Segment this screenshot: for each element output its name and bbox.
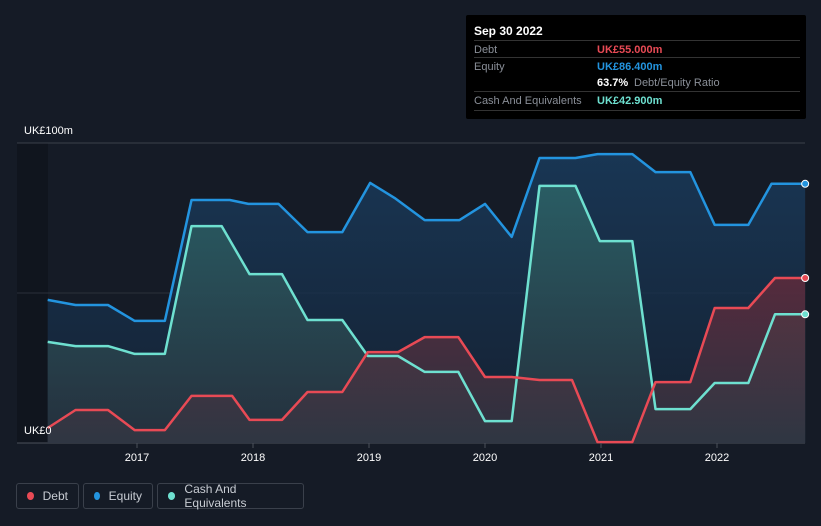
x-tick-label: 2017 [125,452,149,464]
y-axis-label-top: UK£100m [24,125,73,137]
series-end-marker [801,310,810,319]
cash-value: UK£42.900m [597,95,663,107]
legend-cash-label: Cash And Equivalents [184,482,247,510]
ratio-value: 63.7% [597,77,629,89]
series-area-debt [47,278,806,443]
tooltip-debt-row: Debt UK£55.000m [474,40,800,59]
ratio-label: Debt/Equity Ratio [634,77,720,89]
x-tick-label: 2019 [357,452,381,464]
debt-label: Debt [474,44,498,56]
legend-debt-label: Debt [42,489,68,503]
equity-dot-icon [94,492,100,500]
x-tick-label: 2022 [705,452,729,464]
cash-dot-icon [168,492,176,500]
y-axis-label-bottom: UK£0 [24,425,52,437]
legend-cash[interactable]: Cash And Equivalents [157,482,304,510]
series-end-marker [801,274,810,282]
debt-value: UK£55.000m [597,44,663,56]
tooltip-ratio-row: 63.7% Debt/Equity Ratio [474,74,800,92]
x-tick-label: 2020 [473,452,497,464]
equity-value: UK£86.400m [597,61,663,73]
legend-debt[interactable]: Debt [16,483,79,509]
tooltip-equity-row: Equity UK£86.400m [474,57,800,76]
tooltip-cash-row: Cash And Equivalents UK£42.900m [474,91,800,111]
series-line-equity [47,152,806,323]
legend-equity-label: Equity [108,489,142,503]
x-tick-label: 2018 [241,452,265,464]
legend-equity[interactable]: Equity [83,483,153,509]
x-tick-label: 2021 [589,452,613,464]
tooltip-date: Sep 30 2022 [474,24,543,38]
series-area-cash-and-equivalents [47,185,806,443]
debt-dot-icon [27,492,34,500]
cash-label: Cash And Equivalents [474,95,582,107]
series-line-debt [47,276,806,444]
equity-label: Equity [474,61,505,73]
tooltip: Sep 30 2022 Debt UK£55.000m Equity UK£86.4… [466,15,806,119]
series-line-cash-and-equivalents [47,184,806,423]
series-end-marker [801,179,810,188]
